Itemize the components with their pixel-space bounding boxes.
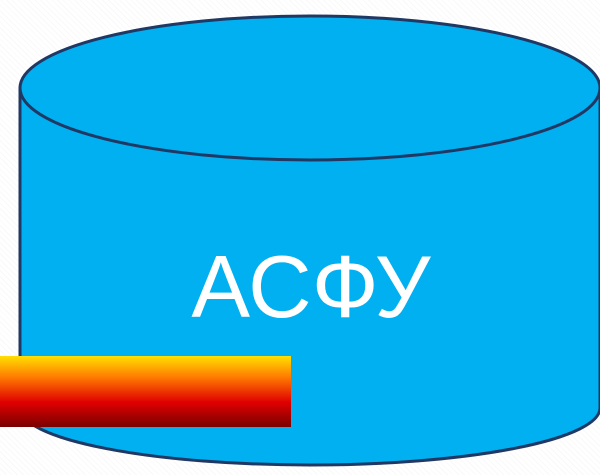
- cylinder-top: [18, 14, 600, 162]
- gradient-bar: [0, 356, 291, 427]
- cylinder-label: АСФУ: [191, 237, 431, 336]
